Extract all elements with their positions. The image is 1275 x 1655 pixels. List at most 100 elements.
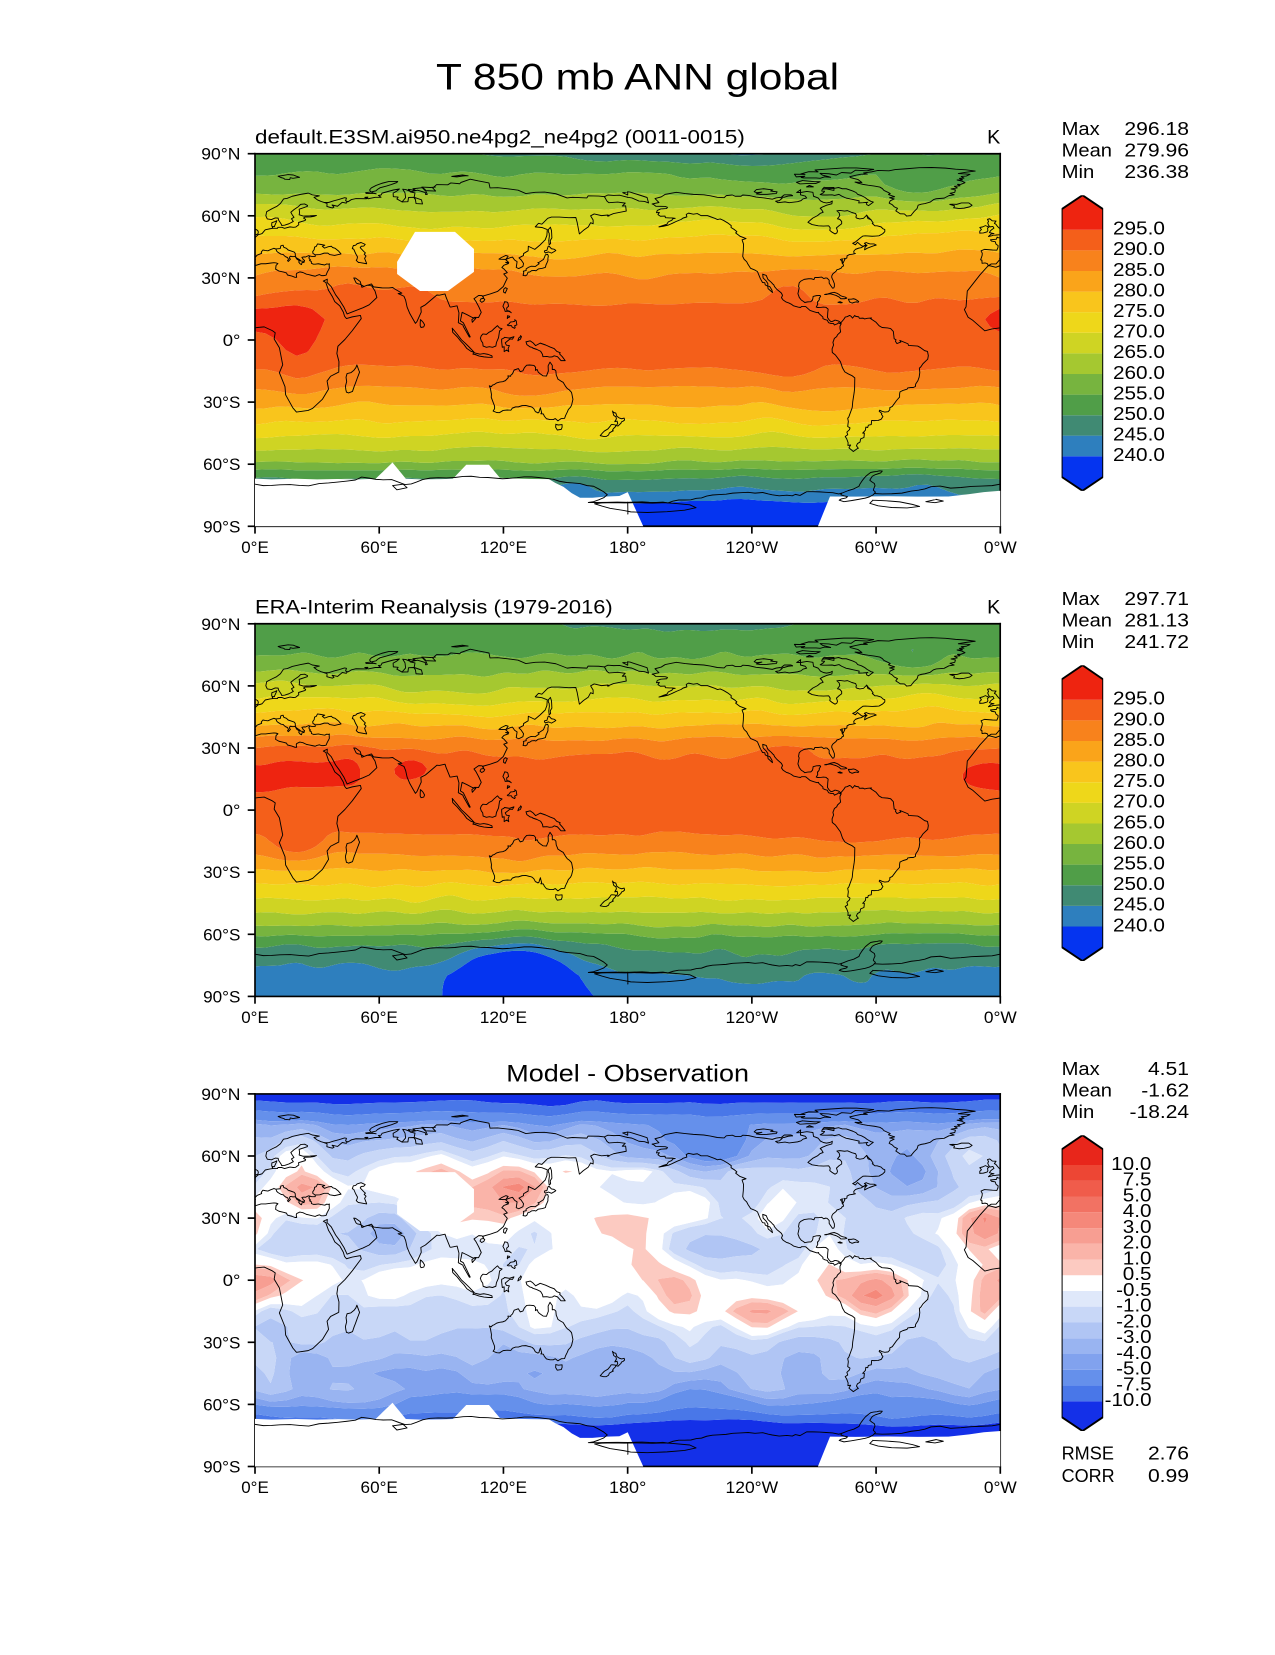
svg-text:Max: Max [1062, 588, 1101, 609]
svg-text:296.18: 296.18 [1124, 118, 1189, 139]
svg-text:-1.0: -1.0 [1116, 1295, 1151, 1316]
svg-text:0°E: 0°E [241, 538, 269, 557]
svg-text:250.0: 250.0 [1113, 403, 1165, 424]
svg-text:281.13: 281.13 [1124, 610, 1189, 631]
svg-text:120°E: 120°E [480, 1478, 527, 1497]
svg-text:7.5: 7.5 [1123, 1169, 1152, 1190]
svg-text:T 850 mb ANN global: T 850 mb ANN global [436, 55, 839, 97]
svg-text:90°N: 90°N [201, 1085, 240, 1104]
svg-text:K: K [987, 596, 1000, 618]
svg-text:-4.0: -4.0 [1116, 1342, 1151, 1363]
svg-text:270.0: 270.0 [1113, 321, 1165, 342]
svg-text:0°: 0° [223, 1271, 241, 1290]
svg-text:260.0: 260.0 [1113, 832, 1165, 853]
svg-text:Mean: Mean [1062, 140, 1112, 161]
svg-text:60°S: 60°S [203, 925, 240, 944]
svg-text:Min: Min [1062, 161, 1095, 182]
svg-text:60°S: 60°S [203, 1395, 240, 1414]
svg-text:3.0: 3.0 [1123, 1216, 1152, 1237]
svg-text:-0.5: -0.5 [1116, 1279, 1151, 1300]
svg-text:245.0: 245.0 [1113, 424, 1165, 445]
svg-text:90°N: 90°N [201, 145, 240, 164]
svg-text:255.0: 255.0 [1113, 382, 1165, 403]
svg-text:-5.0: -5.0 [1116, 1358, 1151, 1379]
svg-text:240.0: 240.0 [1113, 444, 1165, 465]
svg-text:0.99: 0.99 [1148, 1465, 1189, 1486]
svg-text:280.0: 280.0 [1113, 279, 1165, 300]
svg-text:4.51: 4.51 [1148, 1058, 1189, 1079]
svg-text:Mean: Mean [1062, 1080, 1112, 1101]
svg-text:120°E: 120°E [480, 538, 527, 557]
svg-text:0°E: 0°E [241, 1008, 269, 1027]
svg-text:Max: Max [1062, 118, 1101, 139]
svg-text:K: K [987, 126, 1000, 148]
svg-text:0°W: 0°W [984, 538, 1017, 557]
svg-text:180°: 180° [609, 1478, 646, 1497]
svg-text:120°W: 120°W [726, 1478, 779, 1497]
svg-text:4.0: 4.0 [1123, 1200, 1152, 1221]
svg-text:30°S: 30°S [203, 393, 240, 412]
svg-text:295.0: 295.0 [1113, 688, 1165, 709]
svg-text:180°: 180° [609, 538, 646, 557]
svg-text:90°S: 90°S [203, 987, 240, 1006]
svg-text:60°E: 60°E [361, 1008, 398, 1027]
svg-text:236.38: 236.38 [1124, 161, 1189, 182]
svg-text:30°N: 30°N [201, 1209, 240, 1228]
svg-text:2.76: 2.76 [1148, 1442, 1189, 1463]
svg-text:60°N: 60°N [201, 677, 240, 696]
svg-text:30°S: 30°S [203, 863, 240, 882]
svg-text:0°W: 0°W [984, 1008, 1017, 1027]
svg-text:279.96: 279.96 [1124, 140, 1189, 161]
svg-text:270.0: 270.0 [1113, 791, 1165, 812]
svg-text:ERA-Interim Reanalysis (1979-2: ERA-Interim Reanalysis (1979-2016) [255, 596, 613, 618]
svg-text:-3.0: -3.0 [1116, 1326, 1151, 1347]
svg-text:0°E: 0°E [241, 1478, 269, 1497]
svg-text:180°: 180° [609, 1008, 646, 1027]
svg-text:275.0: 275.0 [1113, 300, 1165, 321]
svg-text:285.0: 285.0 [1113, 259, 1165, 280]
svg-text:Min: Min [1062, 1101, 1095, 1122]
svg-text:297.71: 297.71 [1124, 588, 1189, 609]
svg-text:245.0: 245.0 [1113, 894, 1165, 915]
svg-text:265.0: 265.0 [1113, 811, 1165, 832]
svg-text:default.E3SM.ai950.ne4pg2_ne4p: default.E3SM.ai950.ne4pg2_ne4pg2 (0011-0… [255, 126, 745, 148]
svg-text:10.0: 10.0 [1111, 1153, 1151, 1174]
svg-text:60°W: 60°W [855, 1008, 898, 1027]
svg-text:0.5: 0.5 [1123, 1263, 1152, 1284]
svg-text:275.0: 275.0 [1113, 770, 1165, 791]
svg-text:5.0: 5.0 [1123, 1184, 1152, 1205]
svg-text:2.0: 2.0 [1123, 1232, 1152, 1253]
svg-text:Min: Min [1062, 631, 1095, 652]
svg-text:60°W: 60°W [855, 538, 898, 557]
svg-text:260.0: 260.0 [1113, 362, 1165, 383]
svg-text:-7.5: -7.5 [1116, 1373, 1151, 1394]
svg-text:0°: 0° [223, 801, 241, 820]
svg-text:90°N: 90°N [201, 615, 240, 634]
svg-text:-18.24: -18.24 [1130, 1101, 1190, 1122]
svg-text:120°W: 120°W [726, 1008, 779, 1027]
svg-text:60°E: 60°E [361, 1478, 398, 1497]
svg-text:265.0: 265.0 [1113, 341, 1165, 362]
svg-text:60°E: 60°E [361, 538, 398, 557]
svg-text:240.0: 240.0 [1113, 914, 1165, 935]
svg-text:290.0: 290.0 [1113, 238, 1165, 259]
svg-text:60°W: 60°W [855, 1478, 898, 1497]
svg-text:0°W: 0°W [984, 1478, 1017, 1497]
svg-text:RMSE: RMSE [1062, 1442, 1114, 1463]
svg-text:250.0: 250.0 [1113, 873, 1165, 894]
svg-text:Max: Max [1062, 1058, 1101, 1079]
svg-text:295.0: 295.0 [1113, 218, 1165, 239]
svg-text:30°S: 30°S [203, 1333, 240, 1352]
svg-text:-10.0: -10.0 [1105, 1389, 1152, 1410]
svg-text:60°N: 60°N [201, 1147, 240, 1166]
svg-text:CORR: CORR [1062, 1465, 1115, 1486]
svg-text:90°S: 90°S [203, 1458, 240, 1477]
svg-text:90°S: 90°S [203, 517, 240, 536]
svg-text:30°N: 30°N [201, 739, 240, 758]
svg-text:1.0: 1.0 [1123, 1247, 1152, 1268]
svg-text:280.0: 280.0 [1113, 750, 1165, 771]
svg-text:Model - Observation: Model - Observation [506, 1060, 749, 1087]
svg-text:120°W: 120°W [726, 538, 779, 557]
svg-text:285.0: 285.0 [1113, 729, 1165, 750]
svg-text:60°N: 60°N [201, 207, 240, 226]
